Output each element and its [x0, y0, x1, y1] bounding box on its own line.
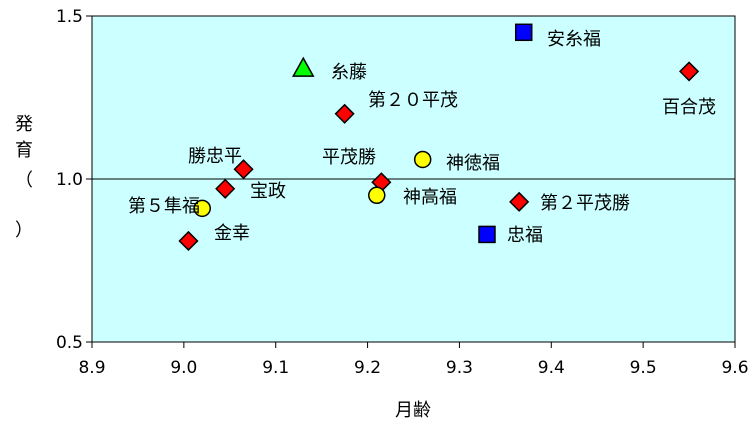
data-point	[233, 159, 254, 180]
data-point	[368, 186, 386, 205]
data-point	[413, 150, 432, 169]
y-tick-label: 1.0	[56, 170, 83, 190]
point-label: 第５隼福	[128, 196, 200, 217]
y-tick-label: 0.5	[56, 333, 83, 353]
data-points	[178, 23, 700, 252]
data-point	[679, 61, 700, 82]
x-axis-title: 月齢	[395, 400, 431, 421]
y-axis-title-char: （	[15, 170, 33, 191]
point-label: 忠福	[507, 225, 543, 246]
x-tick-label: 8.9	[78, 358, 105, 378]
point-label: 勝忠平	[188, 146, 242, 167]
data-point	[514, 23, 533, 42]
y-axis-title: 発育 （ ）	[15, 114, 33, 241]
point-label: 神高福	[403, 187, 457, 208]
y-tick-label: 1.5	[56, 7, 83, 27]
point-label: 平茂勝	[322, 147, 376, 168]
x-axis: 8.9 9.0 9.1 9.2 9.3 9.4 9.5 9.6	[78, 342, 749, 378]
y-axis: 0.5 1.0 1.5	[56, 7, 92, 353]
x-tick-label: 9.4	[538, 358, 565, 378]
data-point	[509, 191, 530, 212]
data-point	[478, 225, 496, 244]
x-tick-label: 9.2	[354, 358, 381, 378]
x-tick-label: 9.5	[630, 358, 657, 378]
y-axis-title-char: ）	[15, 220, 33, 241]
data-point	[291, 56, 315, 77]
point-label: 安糸福	[547, 29, 601, 50]
x-tick-label: 9.1	[262, 358, 289, 378]
y-axis-title-char: 育	[15, 140, 33, 161]
point-label: 百合茂	[662, 97, 716, 118]
y-axis-title-char: 発	[15, 114, 33, 135]
point-label: 神徳福	[446, 153, 500, 174]
x-tick-label: 9.0	[170, 358, 197, 378]
point-label: 宝政	[250, 181, 286, 202]
point-label: 糸藤	[331, 62, 367, 83]
data-point	[193, 199, 211, 218]
x-tick-label: 9.6	[721, 358, 748, 378]
data-point	[178, 230, 199, 252]
point-label: 第２０平茂	[368, 90, 458, 111]
point-label: 金幸	[214, 223, 250, 244]
point-label: 第２平茂勝	[540, 193, 630, 214]
data-point	[215, 178, 236, 199]
x-tick-label: 9.3	[446, 358, 473, 378]
data-point	[334, 103, 355, 124]
